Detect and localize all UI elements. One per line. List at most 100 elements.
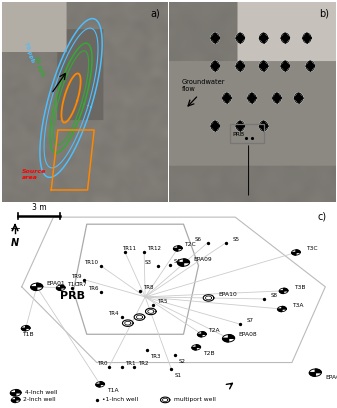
Polygon shape bbox=[178, 263, 184, 266]
Polygon shape bbox=[281, 33, 289, 43]
Polygon shape bbox=[292, 250, 300, 255]
Polygon shape bbox=[100, 382, 104, 384]
Polygon shape bbox=[222, 335, 235, 342]
Text: TR2: TR2 bbox=[138, 361, 148, 366]
Polygon shape bbox=[203, 295, 214, 301]
Polygon shape bbox=[223, 93, 231, 103]
Polygon shape bbox=[228, 335, 235, 338]
Text: TR9: TR9 bbox=[71, 274, 82, 279]
Polygon shape bbox=[96, 382, 104, 387]
Polygon shape bbox=[222, 338, 228, 342]
Polygon shape bbox=[184, 259, 189, 263]
Text: S2: S2 bbox=[179, 359, 185, 364]
Polygon shape bbox=[295, 93, 303, 103]
Polygon shape bbox=[96, 384, 100, 387]
Polygon shape bbox=[236, 33, 244, 43]
Polygon shape bbox=[306, 61, 314, 71]
Text: TR10: TR10 bbox=[85, 260, 98, 265]
Text: S6: S6 bbox=[194, 237, 201, 242]
Text: •1-Inch well: •1-Inch well bbox=[102, 397, 138, 402]
Polygon shape bbox=[31, 287, 37, 290]
Polygon shape bbox=[295, 93, 303, 103]
Text: T3C: T3C bbox=[306, 246, 317, 251]
Polygon shape bbox=[281, 61, 289, 71]
Polygon shape bbox=[259, 121, 268, 131]
Text: T2B: T2B bbox=[203, 351, 214, 357]
Text: PRB: PRB bbox=[60, 291, 85, 301]
Text: N: N bbox=[11, 238, 19, 248]
Polygon shape bbox=[56, 285, 65, 290]
Polygon shape bbox=[211, 33, 219, 43]
Polygon shape bbox=[282, 306, 286, 309]
Polygon shape bbox=[279, 288, 288, 293]
Polygon shape bbox=[236, 33, 244, 43]
Polygon shape bbox=[259, 33, 268, 43]
Text: S3: S3 bbox=[145, 259, 151, 264]
Polygon shape bbox=[236, 121, 244, 131]
Polygon shape bbox=[248, 93, 256, 103]
Polygon shape bbox=[10, 393, 16, 396]
Text: T1A: T1A bbox=[107, 388, 118, 393]
Bar bbox=[230, 124, 264, 143]
Text: 3 m: 3 m bbox=[32, 203, 46, 212]
Polygon shape bbox=[273, 93, 281, 103]
Polygon shape bbox=[174, 246, 182, 251]
Text: 2-Inch well: 2-Inch well bbox=[23, 397, 56, 402]
Polygon shape bbox=[259, 33, 268, 43]
Text: TR12: TR12 bbox=[148, 246, 161, 251]
Polygon shape bbox=[202, 332, 206, 334]
Polygon shape bbox=[61, 285, 65, 288]
Text: TR4: TR4 bbox=[109, 311, 119, 316]
Polygon shape bbox=[16, 390, 21, 393]
Polygon shape bbox=[192, 347, 196, 350]
Text: b): b) bbox=[319, 8, 329, 18]
Polygon shape bbox=[37, 283, 43, 287]
Polygon shape bbox=[248, 93, 256, 103]
Text: EPA10: EPA10 bbox=[219, 292, 237, 297]
Polygon shape bbox=[134, 314, 145, 320]
Polygon shape bbox=[160, 397, 170, 403]
Polygon shape bbox=[16, 397, 20, 400]
Polygon shape bbox=[273, 93, 281, 103]
Text: a): a) bbox=[150, 8, 160, 18]
Polygon shape bbox=[197, 332, 206, 337]
Text: Groundwater
flow: Groundwater flow bbox=[182, 79, 225, 92]
Polygon shape bbox=[278, 306, 286, 312]
Polygon shape bbox=[281, 61, 289, 71]
Text: TR0: TR0 bbox=[97, 361, 108, 366]
Polygon shape bbox=[259, 61, 268, 71]
Polygon shape bbox=[56, 288, 61, 290]
Polygon shape bbox=[292, 253, 296, 255]
Text: multiport well: multiport well bbox=[174, 397, 215, 402]
Text: EPA01: EPA01 bbox=[47, 281, 65, 286]
Polygon shape bbox=[211, 61, 219, 71]
Text: PRB: PRB bbox=[233, 132, 245, 137]
Text: S5: S5 bbox=[233, 237, 240, 242]
Text: 20 ppb: 20 ppb bbox=[33, 55, 45, 77]
Text: T3A: T3A bbox=[292, 303, 303, 308]
Text: 70 ppb: 70 ppb bbox=[23, 41, 35, 63]
Text: T1C: T1C bbox=[67, 282, 79, 287]
Polygon shape bbox=[296, 250, 300, 253]
Polygon shape bbox=[21, 326, 30, 331]
Text: EPA08: EPA08 bbox=[239, 332, 257, 337]
Text: T1B: T1B bbox=[22, 332, 34, 337]
Polygon shape bbox=[197, 334, 202, 337]
Polygon shape bbox=[196, 345, 201, 347]
Text: 4-Inch well: 4-Inch well bbox=[25, 390, 58, 395]
Polygon shape bbox=[309, 369, 321, 376]
Polygon shape bbox=[146, 308, 156, 315]
Polygon shape bbox=[10, 390, 21, 396]
Polygon shape bbox=[223, 93, 231, 103]
Polygon shape bbox=[236, 61, 244, 71]
Text: S4: S4 bbox=[174, 259, 181, 264]
Polygon shape bbox=[306, 61, 314, 71]
Polygon shape bbox=[178, 259, 189, 266]
Text: S1: S1 bbox=[175, 373, 182, 378]
Polygon shape bbox=[236, 121, 244, 131]
Text: S8: S8 bbox=[270, 293, 277, 298]
Polygon shape bbox=[178, 246, 182, 248]
Text: TR5: TR5 bbox=[157, 299, 167, 304]
Polygon shape bbox=[211, 33, 219, 43]
Text: TR6: TR6 bbox=[88, 286, 98, 291]
